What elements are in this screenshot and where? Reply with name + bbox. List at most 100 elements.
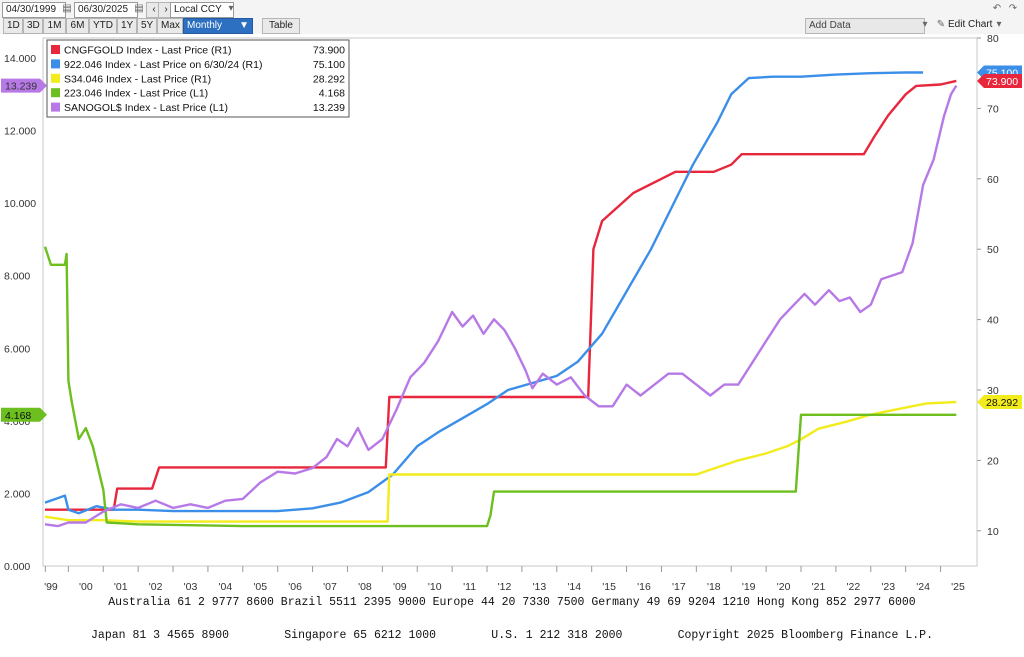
add-data-input[interactable]: Add Data [805,18,925,34]
last-value-badge: 28.292 [977,395,1022,410]
x-axis-tick-label: '18 [707,581,721,593]
x-axis-tick-label: '15 [602,581,616,593]
right-axis-tick-label: 70 [987,103,999,115]
legend: CNGFGOLD Index - Last Price (R1) 73.900 92… [46,39,350,118]
redo-icon[interactable]: ↷ [1008,3,1018,14]
left-axis-tick-label: 14.000 [4,53,36,65]
period-button-3d[interactable]: 3D [23,18,43,34]
x-axis-tick-label: '23 [881,581,895,593]
x-axis-tick-label: '22 [846,581,860,593]
x-axis-tick-label: '00 [79,581,93,593]
x-axis-tick-label: '01 [114,581,128,593]
period-button-6m[interactable]: 6M [66,18,89,34]
right-axis-tick-label: 10 [987,526,999,538]
x-axis-tick-label: '12 [498,581,512,593]
calendar-icon[interactable]: ▤ [62,3,72,14]
end-date-field[interactable]: 06/30/2025 [74,2,138,18]
series-line-s34-046-index [44,400,957,523]
legend-swatch [51,88,60,98]
left-axis-tick-label: 8.000 [4,271,30,283]
x-axis-tick-label: '08 [358,581,372,593]
badge-label: 73.900 [986,76,1018,88]
legend-swatch [51,59,60,69]
x-axis-tick-label: '09 [393,581,407,593]
x-axis-tick-label: '20 [777,581,791,593]
edit-chart-button[interactable]: Edit Chart [948,19,993,30]
period-button-1y[interactable]: 1Y [117,18,137,34]
footer-copyright: Japan 81 3 4565 8900 Singapore 65 6212 1… [91,629,933,642]
period-button-5y[interactable]: 5Y [137,18,157,34]
last-value-badge: 13.239 [1,78,47,93]
x-axis-tick-label: '25 [951,581,965,593]
legend-value: 73.900 [313,45,345,57]
legend-label: CNGFGOLD Index - Last Price (R1) [64,45,231,57]
last-value-badge: 4.168 [1,407,47,422]
series-line-cngfgold-index [45,79,957,511]
price-chart[interactable]: 0.0002.0004.0006.0008.00010.00012.00014.… [0,34,1024,599]
legend-label: 922.046 Index - Last Price on 6/30/24 (R… [64,59,262,71]
left-axis-tick-label: 6.000 [4,343,30,355]
pencil-icon[interactable]: ✎ [936,19,946,30]
badge-shape [1,78,47,93]
table-button[interactable]: Table [262,18,300,34]
currency-select[interactable]: Local CCY [170,2,234,18]
x-axis-tick-label: '24 [916,581,930,593]
legend-box [46,39,350,118]
legend-swatch [51,102,60,112]
frequency-select[interactable]: Monthly ▼ [183,18,253,34]
legend-value: 75.100 [313,59,345,71]
legend-swatch [51,45,60,54]
left-axis-tick-label: 10.000 [4,198,36,210]
period-button-ytd[interactable]: YTD [89,18,117,34]
x-axis-tick-label: '10 [428,581,442,593]
x-axis-tick-label: '07 [323,581,337,593]
left-axis-tick-label: 12.000 [4,126,36,138]
badge-shape [1,407,47,422]
start-date-field[interactable]: 04/30/1999 [2,2,66,18]
x-axis-tick-label: '99 [44,581,58,593]
x-axis-tick-label: '02 [149,581,163,593]
legend-label: 223.046 Index - Last Price (L1) [64,88,208,100]
right-axis-tick-label: 80 [987,34,999,45]
footer-contacts: Australia 61 2 9777 8600 Brazil 5511 239… [108,596,916,609]
left-axis-tick-label: 2.000 [4,488,30,500]
x-axis-tick-label: '19 [742,581,756,593]
legend-swatch [51,73,60,83]
series-line-922-046-index [44,71,924,515]
calendar-icon[interactable]: ▤ [134,3,144,14]
badge-shape [977,395,1022,410]
plot-area [42,37,978,567]
badge-label: 28.292 [986,397,1018,409]
x-axis-tick-label: '04 [219,581,233,593]
x-axis-tick-label: '14 [567,581,581,593]
period-button-1d[interactable]: 1D [3,18,23,34]
series-line-223-046-index [43,246,957,528]
chevron-down-icon[interactable]: ▾ [228,3,234,14]
last-value-badge: 73.900 [977,73,1022,88]
chart-toolbar: 04/30/1999 ▤ 06/30/2025 ▤ ‹ › Local CCY … [0,0,1024,35]
period-button-max[interactable]: Max [157,18,183,34]
x-axis-tick-label: '13 [533,581,547,593]
right-axis-tick-label: 50 [987,244,999,256]
x-axis-tick-label: '06 [288,581,302,593]
chevron-down-icon: ▼ [239,20,249,31]
undo-icon[interactable]: ↶ [992,3,1002,14]
badge-label: 13.239 [5,81,37,93]
legend-value: 4.168 [319,88,345,100]
x-axis-tick-label: '16 [637,581,651,593]
frequency-label: Monthly [187,20,223,31]
period-button-1m[interactable]: 1M [43,18,66,34]
badge-label: 4.168 [5,410,31,422]
x-axis-tick-label: '21 [812,581,826,593]
dropdown-arrow-icon[interactable]: ▾ [922,19,928,30]
legend-label: S34.046 Index - Last Price (R1) [64,73,211,85]
x-axis-tick-label: '03 [184,581,198,593]
right-axis-tick-label: 40 [987,315,999,327]
x-axis-tick-label: '05 [253,581,267,593]
legend-value: 28.292 [313,73,345,85]
x-axis-tick-label: '17 [672,581,686,593]
badge-shape [977,73,1022,88]
right-axis-tick-label: 60 [987,174,999,186]
chevron-down-icon[interactable]: ▾ [996,19,1002,30]
right-axis-tick-label: 30 [987,385,999,397]
